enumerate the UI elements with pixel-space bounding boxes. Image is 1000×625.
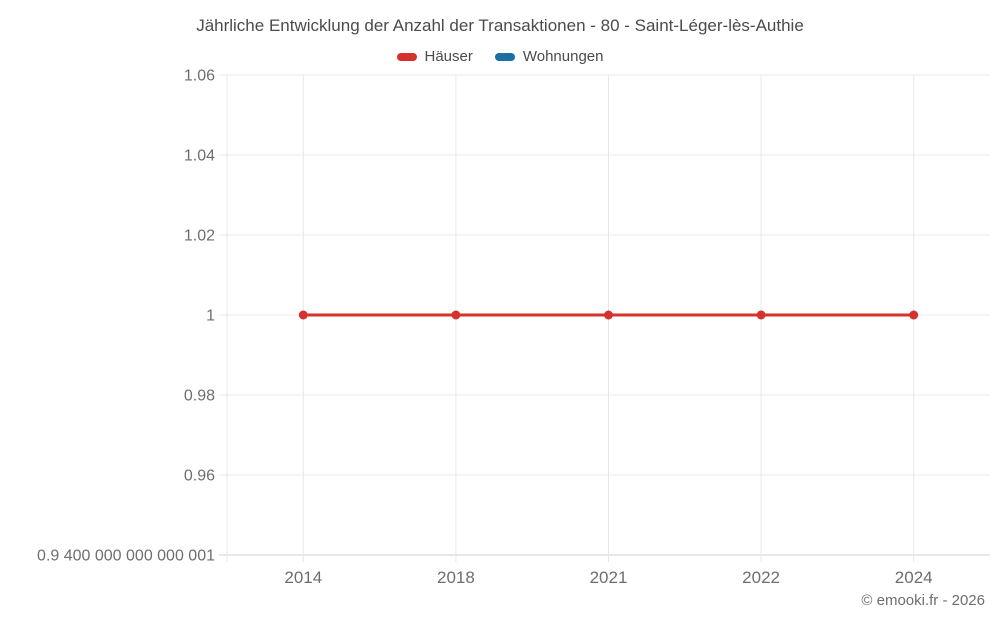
wohnungen-swatch-icon — [494, 52, 515, 61]
chart-title: Jährliche Entwicklung der Anzahl der Tra… — [196, 16, 804, 35]
legend-item-wohnungen[interactable]: Wohnungen — [494, 48, 604, 65]
data-point[interactable] — [298, 310, 308, 320]
haeuser-swatch-icon — [396, 52, 417, 61]
y-tick-label: 1.02 — [184, 228, 215, 245]
data-point[interactable] — [451, 310, 461, 320]
x-tick-label: 2021 — [590, 568, 628, 587]
x-tick-label: 2022 — [742, 568, 780, 587]
x-tick-label: 2024 — [895, 568, 933, 587]
x-tick-label: 2014 — [284, 568, 322, 587]
y-tick-label: 0.98 — [184, 388, 215, 405]
legend-item-haeuser[interactable]: Häuser — [396, 48, 473, 65]
y-tick-label: 1.06 — [184, 68, 215, 85]
legend: Häuser Wohnungen — [0, 48, 1000, 65]
data-point[interactable] — [604, 310, 613, 320]
attribution: © emooki.fr - 2026 — [861, 592, 985, 609]
legend-label-wohnungen: Wohnungen — [522, 48, 604, 65]
data-point[interactable] — [909, 310, 919, 320]
y-tick-label: 0.9 400 000 000 000 001 — [37, 548, 215, 565]
data-point[interactable] — [756, 310, 766, 320]
y-tick-label: 1.04 — [184, 148, 215, 165]
x-tick-label: 2018 — [437, 568, 475, 587]
y-tick-label: 0.96 — [184, 468, 215, 485]
y-tick-label: 1 — [206, 308, 215, 325]
legend-label-haeuser: Häuser — [424, 48, 473, 65]
